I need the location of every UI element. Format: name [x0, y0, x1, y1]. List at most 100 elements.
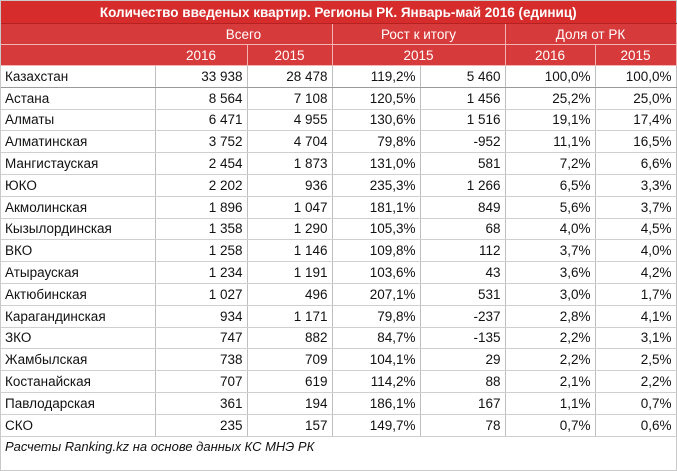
- header-growth-2015: 2015: [332, 44, 506, 66]
- table-row: Алматинская 3 752 4 704 79,8% -952 11,1% 16,5%: [1, 130, 677, 154]
- region-cell: Кызылординская: [1, 218, 156, 241]
- share-2015-cell: 25,0%: [595, 87, 677, 110]
- share-2016-cell: 2,2%: [505, 348, 596, 372]
- growth-abs-cell: 29: [420, 348, 506, 372]
- total-2015-cell: 496: [247, 283, 333, 306]
- total-2015-cell: 709: [247, 348, 333, 372]
- total-2015-cell: 1 146: [247, 239, 333, 263]
- share-2015-cell: 4,1%: [595, 305, 677, 328]
- header-year-row: 2016 2015 2015 2016 2015: [1, 44, 677, 66]
- growth-pct-cell: 181,1%: [332, 196, 421, 219]
- region-cell: ВКО: [1, 239, 156, 263]
- total-2016-cell: 361: [155, 392, 248, 415]
- share-2015-cell: 17,4%: [595, 109, 677, 132]
- table-body: Казахстан 33 938 28 478 119,2% 5 460 100,0% 10…: [1, 65, 677, 437]
- share-2016-cell: 3,7%: [505, 239, 596, 263]
- total-2015-cell: 1 873: [247, 152, 333, 175]
- total-2015-cell: 1 290: [247, 218, 333, 241]
- share-2016-cell: 2,1%: [505, 370, 596, 393]
- share-2016-cell: 6,5%: [505, 174, 596, 197]
- table-row: ЗКО 747 882 84,7% -135 2,2% 3,1%: [1, 327, 677, 350]
- growth-abs-cell: -237: [420, 305, 506, 328]
- table-row: Акмолинская 1 896 1 047 181,1% 849 5,6% 3,7%: [1, 196, 677, 219]
- header-group-row: Всего Рост к итогу Доля от РК: [1, 23, 677, 45]
- region-cell: Костанайская: [1, 370, 156, 393]
- share-2016-cell: 19,1%: [505, 109, 596, 132]
- region-cell: Жамбылская: [1, 348, 156, 372]
- growth-abs-cell: 581: [420, 152, 506, 175]
- growth-pct-cell: 79,8%: [332, 130, 421, 154]
- share-2015-cell: 100,0%: [595, 65, 677, 88]
- region-cell: Мангистауская: [1, 152, 156, 175]
- growth-abs-cell: 43: [420, 261, 506, 284]
- region-cell: Алматы: [1, 109, 156, 132]
- total-2015-cell: 4 955: [247, 109, 333, 132]
- total-2016-cell: 707: [155, 370, 248, 393]
- table-row: Атырауская 1 234 1 191 103,6% 43 3,6% 4,2%: [1, 261, 677, 284]
- header-total-2016: 2016: [155, 44, 248, 66]
- header-share-2016: 2016: [505, 44, 596, 66]
- growth-abs-cell: 531: [420, 283, 506, 306]
- growth-abs-cell: 78: [420, 414, 506, 437]
- growth-pct-cell: 130,6%: [332, 109, 421, 132]
- table-row: Алматы 6 471 4 955 130,6% 1 516 19,1% 17,4%: [1, 109, 677, 132]
- growth-pct-cell: 105,3%: [332, 218, 421, 241]
- growth-pct-cell: 114,2%: [332, 370, 421, 393]
- total-2015-cell: 1 171: [247, 305, 333, 328]
- region-cell: ЮКО: [1, 174, 156, 197]
- table-row: Кызылординская 1 358 1 290 105,3% 68 4,0% 4,5%: [1, 218, 677, 241]
- share-2016-cell: 2,2%: [505, 327, 596, 350]
- total-2015-cell: 194: [247, 392, 333, 415]
- total-2016-cell: 1 027: [155, 283, 248, 306]
- region-cell: Алматинская: [1, 130, 156, 154]
- share-2015-cell: 16,5%: [595, 130, 677, 154]
- header-region-empty: [1, 23, 156, 45]
- total-2016-cell: 1 358: [155, 218, 248, 241]
- total-2015-cell: 4 704: [247, 130, 333, 154]
- growth-pct-cell: 103,6%: [332, 261, 421, 284]
- growth-pct-cell: 109,8%: [332, 239, 421, 263]
- region-cell: Казахстан: [1, 65, 156, 88]
- table-row: Казахстан 33 938 28 478 119,2% 5 460 100,0% 10…: [1, 65, 677, 88]
- region-cell: ЗКО: [1, 327, 156, 350]
- total-2016-cell: 2 202: [155, 174, 248, 197]
- table-row: Карагандинская 934 1 171 79,8% -237 2,8% 4,1%: [1, 305, 677, 328]
- total-2016-cell: 6 471: [155, 109, 248, 132]
- total-2016-cell: 747: [155, 327, 248, 350]
- table-row: СКО 235 157 149,7% 78 0,7% 0,6%: [1, 414, 677, 437]
- growth-pct-cell: 235,3%: [332, 174, 421, 197]
- region-cell: Актюбинская: [1, 283, 156, 306]
- growth-pct-cell: 104,1%: [332, 348, 421, 372]
- table-row: Мангистауская 2 454 1 873 131,0% 581 7,2% 6,6%: [1, 152, 677, 175]
- share-2015-cell: 6,6%: [595, 152, 677, 175]
- share-2016-cell: 3,6%: [505, 261, 596, 284]
- title-row: Количество введеных квартир. Регионы РК.…: [1, 1, 677, 24]
- housing-table: Количество введеных квартир. Регионы РК.…: [1, 1, 677, 457]
- table-row: Астана 8 564 7 108 120,5% 1 456 25,2% 25,0%: [1, 87, 677, 110]
- table-row: Жамбылская 738 709 104,1% 29 2,2% 2,5%: [1, 348, 677, 372]
- share-2016-cell: 1,1%: [505, 392, 596, 415]
- share-2015-cell: 3,7%: [595, 196, 677, 219]
- footer-row: Расчеты Ranking.kz на основе данных КС М…: [1, 436, 677, 457]
- share-2016-cell: 7,2%: [505, 152, 596, 175]
- region-cell: Астана: [1, 87, 156, 110]
- share-2016-cell: 11,1%: [505, 130, 596, 154]
- growth-abs-cell: 5 460: [420, 65, 506, 88]
- growth-abs-cell: 68: [420, 218, 506, 241]
- growth-abs-cell: 88: [420, 370, 506, 393]
- share-2016-cell: 3,0%: [505, 283, 596, 306]
- total-2016-cell: 235: [155, 414, 248, 437]
- region-cell: Карагандинская: [1, 305, 156, 328]
- share-2015-cell: 3,1%: [595, 327, 677, 350]
- total-2016-cell: 8 564: [155, 87, 248, 110]
- share-2016-cell: 25,2%: [505, 87, 596, 110]
- growth-abs-cell: -135: [420, 327, 506, 350]
- total-2016-cell: 1 258: [155, 239, 248, 263]
- total-2015-cell: 1 191: [247, 261, 333, 284]
- region-cell: СКО: [1, 414, 156, 437]
- growth-abs-cell: 112: [420, 239, 506, 263]
- growth-pct-cell: 84,7%: [332, 327, 421, 350]
- header-region-empty-2: [1, 44, 156, 66]
- region-cell: Атырауская: [1, 261, 156, 284]
- source-note: Расчеты Ranking.kz на основе данных КС М…: [1, 436, 677, 457]
